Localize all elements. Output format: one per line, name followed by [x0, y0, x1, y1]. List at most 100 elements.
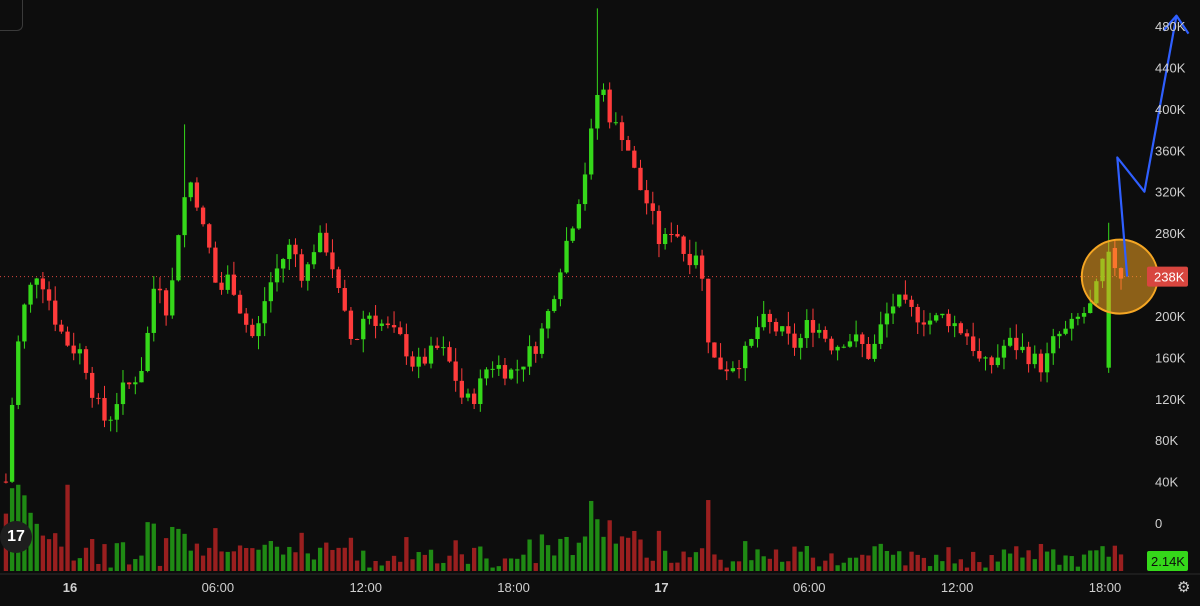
volume-badge — [1147, 551, 1188, 571]
volume-bar — [324, 542, 329, 571]
candle-body — [545, 311, 551, 329]
volume-bar — [274, 546, 280, 571]
volume-bar — [90, 539, 95, 571]
candle-body — [619, 122, 625, 141]
candle-body — [564, 240, 569, 273]
candle-body — [909, 299, 914, 307]
tradingview-logo[interactable]: 17 — [0, 521, 32, 553]
candle-body — [225, 274, 230, 290]
volume-bar — [681, 551, 686, 571]
candle-body — [669, 234, 674, 236]
volume-bar — [699, 548, 705, 571]
candle-body — [428, 345, 434, 364]
volume-bar — [687, 557, 692, 571]
candle-body — [244, 313, 249, 325]
candle-body — [65, 331, 70, 346]
volume-bar — [539, 534, 545, 571]
volume-bar — [176, 528, 181, 571]
candle-body — [644, 190, 649, 204]
volume-bar — [268, 540, 273, 571]
volume-bar — [59, 546, 64, 571]
candle-body — [361, 318, 366, 340]
candle-body — [829, 338, 834, 351]
settings-gear-icon[interactable]: ⚙ — [1177, 579, 1191, 596]
candle-body — [1088, 303, 1093, 314]
volume-label: 2.14K — [1151, 554, 1185, 569]
candle-body — [219, 282, 224, 290]
price-tick-label: 440K — [1155, 60, 1186, 75]
candle-body — [317, 232, 323, 253]
candle-body — [1014, 337, 1019, 351]
volume-bar — [496, 566, 501, 571]
candle-body — [1075, 316, 1081, 319]
volume-bar — [200, 555, 206, 571]
candle-body — [1020, 346, 1025, 351]
candle-body — [804, 320, 809, 339]
candle-body — [250, 324, 255, 337]
candle-body — [964, 333, 970, 337]
candle-body — [465, 393, 471, 398]
candle-body — [792, 333, 797, 348]
volume-bar — [860, 554, 865, 571]
candle-body — [1026, 346, 1031, 365]
volume-bar — [77, 558, 83, 571]
candle-body — [435, 345, 440, 348]
candle-body — [589, 128, 594, 175]
candle-body — [626, 140, 631, 151]
candle-body — [1081, 313, 1087, 317]
volume-bar — [244, 548, 249, 571]
candle-body — [484, 369, 489, 379]
volume-bar — [638, 539, 643, 571]
volume-bar — [1007, 553, 1013, 571]
volume-bar — [927, 566, 933, 571]
candle-body — [872, 343, 877, 359]
volume-bar — [508, 558, 514, 571]
candle-body — [656, 210, 662, 245]
candle-body — [934, 315, 939, 321]
candle-body — [77, 349, 83, 354]
candle-body — [354, 338, 360, 340]
volume-bar — [595, 519, 600, 571]
volume-bar — [755, 549, 760, 571]
volume-bar — [989, 555, 994, 571]
volume-bar — [632, 530, 637, 571]
volume-bar — [619, 536, 625, 571]
chart-menu-button[interactable] — [0, 0, 23, 31]
candle-body — [946, 313, 951, 327]
candle-body — [28, 284, 33, 305]
volume-bar — [65, 484, 70, 571]
candle-body — [404, 334, 409, 357]
candle-body — [336, 269, 341, 289]
volume-bar — [367, 567, 372, 571]
volume-bar — [281, 554, 286, 571]
volume-bar — [416, 552, 421, 571]
volume-bar — [644, 557, 649, 571]
candle-body — [502, 365, 508, 379]
volume-bar — [958, 559, 963, 571]
candle-body — [1051, 336, 1056, 354]
candle-body — [1032, 353, 1037, 365]
volume-bar — [847, 557, 853, 571]
candle-body — [188, 182, 193, 198]
candle-body — [558, 272, 563, 300]
volume-bar — [878, 543, 883, 571]
time-tick-label: 18:00 — [1089, 580, 1122, 595]
candle-body — [120, 382, 126, 405]
candle-body — [866, 343, 871, 359]
candle-body — [847, 341, 853, 347]
candle-body — [853, 334, 859, 342]
candle-body — [1057, 333, 1062, 337]
annotation-arrow-line — [1116, 15, 1178, 277]
volume-bar — [675, 562, 680, 571]
volume-bar — [1075, 566, 1081, 571]
candle-body — [1001, 345, 1007, 358]
volume-bar — [157, 565, 163, 571]
volume-bar — [1038, 543, 1044, 571]
volume-bar — [921, 557, 927, 571]
volume-bar — [934, 554, 939, 571]
candle-body — [256, 323, 261, 337]
volume-bar — [730, 561, 736, 571]
volume-bar — [490, 567, 495, 571]
volume-bar — [133, 559, 138, 571]
